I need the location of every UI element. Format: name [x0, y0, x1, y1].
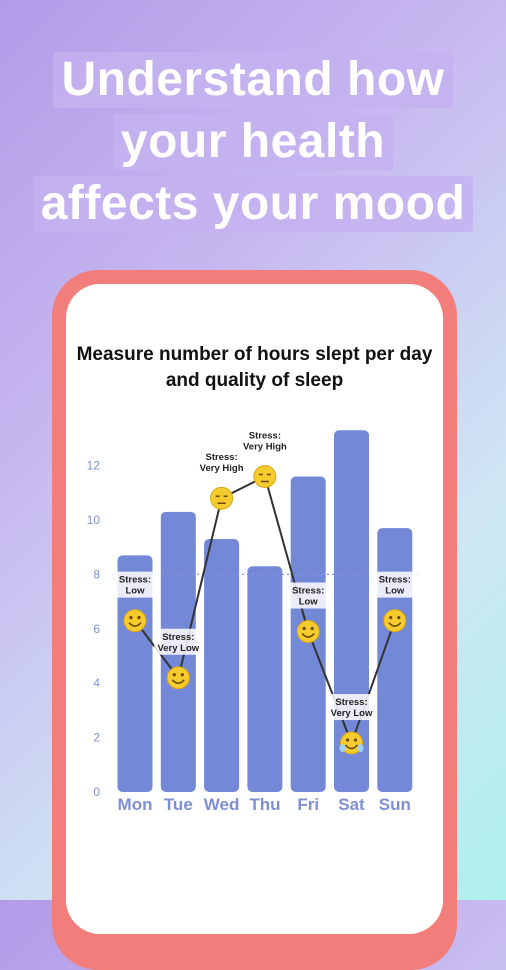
emoji-eye	[180, 673, 184, 677]
tired-face-icon	[253, 464, 277, 488]
chart-title: Measure number of hours slept per day an…	[76, 344, 433, 391]
y-tick-label: 6	[93, 622, 100, 636]
emoji-tear	[357, 744, 364, 753]
laugh-face-icon	[340, 731, 363, 755]
x-tick-label-wed: Wed	[204, 795, 240, 814]
y-tick-label: 8	[93, 567, 100, 581]
stress-label-title: Stress:	[335, 697, 367, 708]
stress-label-title: Stress:	[162, 632, 194, 643]
stress-label-bg	[240, 427, 289, 454]
emoji-eye	[345, 738, 350, 742]
x-tick-label-fri: Fri	[297, 795, 319, 814]
stress-label-title: Stress:	[379, 575, 411, 586]
emoji-mouth	[344, 744, 359, 750]
emoji-mouth	[301, 632, 315, 638]
x-tick-label-mon: Mon	[118, 795, 153, 814]
emoji-eye	[172, 673, 176, 677]
tired-face-icon	[210, 486, 234, 510]
headline: Understand how your health affects your …	[0, 52, 506, 238]
stress-label-title: Stress:	[119, 575, 151, 586]
emoji-eye	[389, 616, 393, 620]
stress-label-title: Stress:	[205, 452, 237, 463]
grin-face-icon	[166, 666, 190, 690]
emoji-tear	[339, 744, 346, 753]
emoji-eye	[310, 626, 314, 631]
smile-face-icon	[296, 620, 320, 644]
emoji-eye	[129, 616, 133, 620]
emoji-eye	[302, 626, 306, 631]
stress-label-level: Low	[126, 586, 146, 597]
stress-label-level: Very High	[200, 463, 244, 474]
y-tick-label: 2	[93, 731, 100, 745]
y-tick-label: 10	[87, 513, 101, 527]
emoji-eye	[137, 616, 141, 620]
stress-label-level: Low	[299, 597, 319, 608]
emoji-mouth	[388, 622, 402, 627]
bar-thu	[247, 566, 283, 792]
stress-label-bg	[111, 571, 159, 598]
headline-line-1: Understand how	[53, 52, 453, 108]
stress-label-level: Low	[385, 586, 405, 597]
stress-label-bg	[370, 571, 419, 598]
emoji-eye	[397, 616, 401, 620]
x-tick-label-tue: Tue	[164, 795, 193, 814]
stress-label-title: Stress:	[292, 586, 324, 597]
stress-label-bg	[284, 582, 333, 609]
stress-label-bg	[197, 449, 246, 476]
stress-label-bg	[327, 694, 376, 721]
x-tick-label-sun: Sun	[379, 795, 411, 814]
headline-line-3: affects your mood	[32, 176, 474, 232]
stress-label-level: Very High	[243, 441, 287, 452]
x-tick-label-thu: Thu	[249, 795, 280, 814]
y-tick-label: 0	[93, 785, 100, 799]
emoji-mouth	[128, 622, 142, 627]
y-tick-label: 12	[87, 459, 101, 473]
stress-label-bg	[154, 628, 203, 655]
bar-sun	[377, 528, 413, 792]
x-tick-label-sat: Sat	[338, 795, 365, 814]
stress-label-level: Very Low	[331, 708, 373, 719]
stress-label-title: Stress:	[249, 430, 281, 441]
headline-line-2: your health	[112, 114, 394, 170]
emoji-mouth	[171, 679, 185, 685]
emoji-eye	[353, 738, 358, 742]
stress-label-level: Very Low	[157, 643, 199, 654]
smile-face-icon	[383, 609, 407, 633]
bar-wed	[204, 539, 240, 792]
y-tick-label: 4	[93, 676, 100, 690]
smile-face-icon	[123, 609, 147, 633]
